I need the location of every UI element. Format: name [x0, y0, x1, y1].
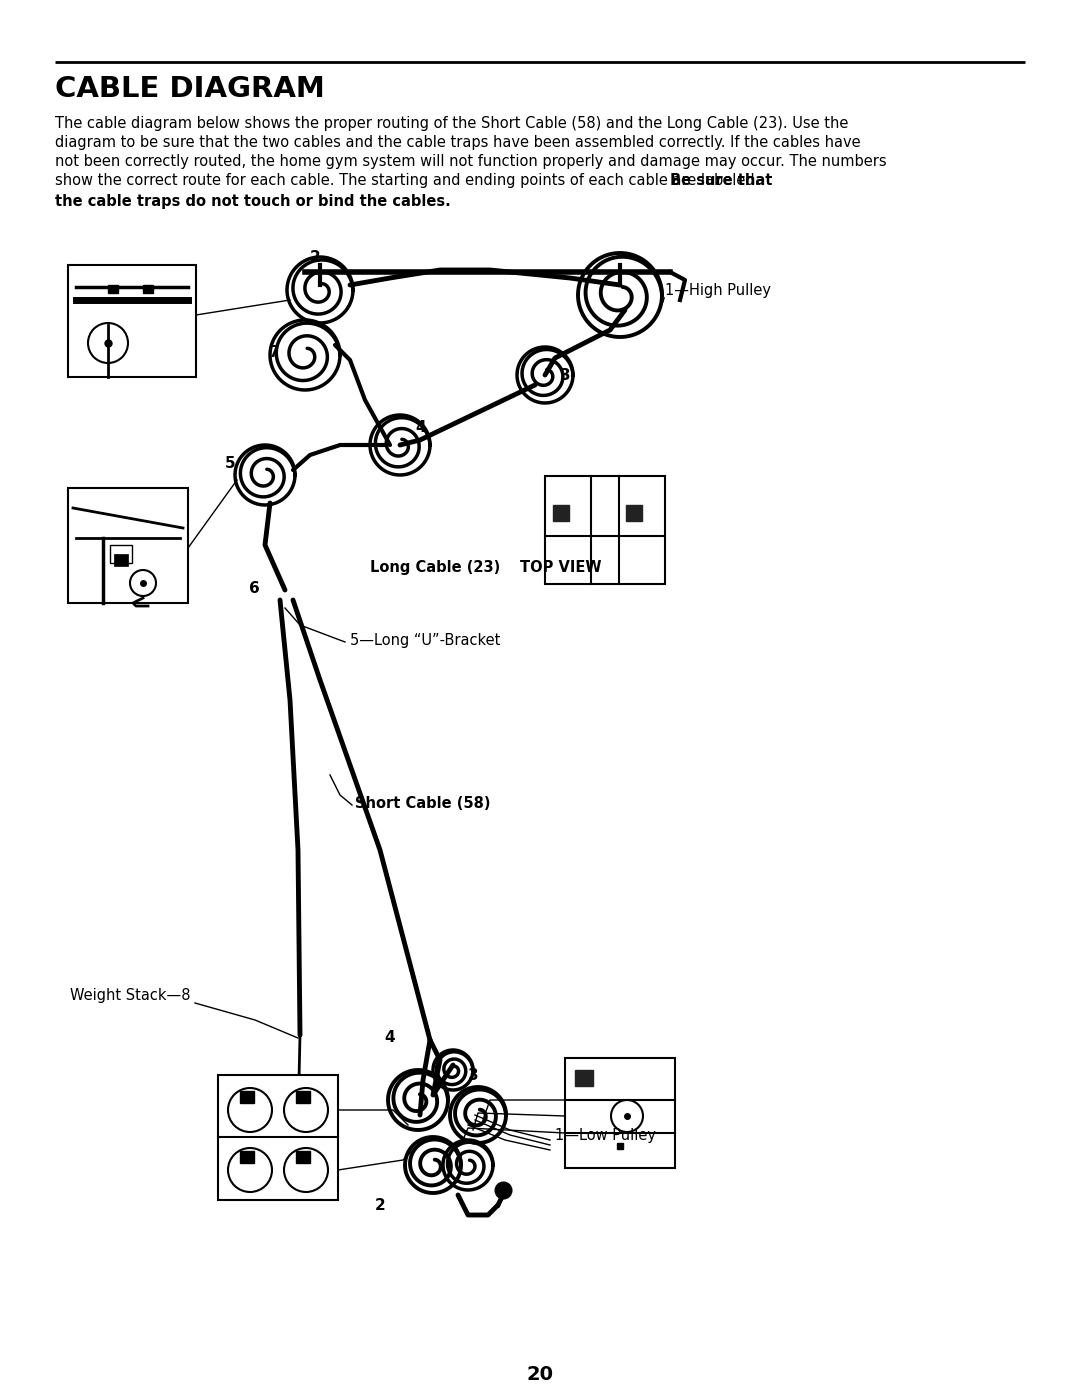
Bar: [625, 504, 642, 521]
Bar: [68, 265, 195, 377]
Text: 5: 5: [225, 455, 235, 471]
Bar: [296, 1091, 310, 1104]
Circle shape: [228, 1088, 272, 1132]
Bar: [110, 545, 132, 563]
Circle shape: [87, 323, 129, 363]
Text: 4: 4: [384, 1030, 395, 1045]
Circle shape: [611, 1099, 643, 1132]
Bar: [565, 1058, 675, 1168]
Bar: [553, 504, 569, 521]
Text: The cable diagram below shows the proper routing of the Short Cable (58) and the: The cable diagram below shows the proper…: [55, 116, 849, 131]
Bar: [545, 476, 665, 584]
Bar: [296, 1151, 310, 1162]
Text: 5—Long “U”-Bracket: 5—Long “U”-Bracket: [350, 633, 500, 648]
Text: 1—High Pulley: 1—High Pulley: [665, 284, 771, 298]
Circle shape: [130, 570, 156, 597]
Text: 2: 2: [375, 1199, 386, 1213]
Text: Long Cable (23): Long Cable (23): [370, 560, 500, 576]
Text: TOP VIEW: TOP VIEW: [519, 560, 602, 576]
Text: 1—Low Pulley: 1—Low Pulley: [555, 1127, 656, 1143]
Bar: [114, 555, 129, 566]
Circle shape: [284, 1148, 328, 1192]
Bar: [575, 1070, 593, 1085]
Text: 7: 7: [269, 345, 280, 360]
Circle shape: [228, 1148, 272, 1192]
Bar: [68, 488, 188, 604]
Circle shape: [284, 1088, 328, 1132]
Text: show the correct route for each cable. The starting and ending points of each ca: show the correct route for each cable. T…: [55, 173, 764, 189]
Text: 3: 3: [561, 367, 570, 383]
Bar: [240, 1151, 254, 1162]
Text: the cable traps do not touch or bind the cables.: the cable traps do not touch or bind the…: [55, 194, 450, 210]
Text: diagram to be sure that the two cables and the cable traps have been assembled c: diagram to be sure that the two cables a…: [55, 136, 861, 149]
Text: 20: 20: [527, 1365, 554, 1384]
Bar: [143, 285, 153, 293]
Text: 4: 4: [415, 420, 426, 434]
Text: Short Cable (58): Short Cable (58): [355, 796, 490, 812]
Text: Be sure that: Be sure that: [670, 173, 772, 189]
Bar: [108, 285, 118, 293]
Text: CABLE DIAGRAM: CABLE DIAGRAM: [55, 75, 325, 103]
Text: 3: 3: [468, 1067, 478, 1083]
Text: 6: 6: [249, 581, 260, 597]
Bar: [240, 1091, 254, 1104]
Text: Weight Stack—8: Weight Stack—8: [70, 988, 190, 1003]
Text: 2: 2: [310, 250, 321, 265]
Text: not been correctly routed, the home gym system will not function properly and da: not been correctly routed, the home gym …: [55, 154, 887, 169]
Bar: [218, 1076, 338, 1200]
